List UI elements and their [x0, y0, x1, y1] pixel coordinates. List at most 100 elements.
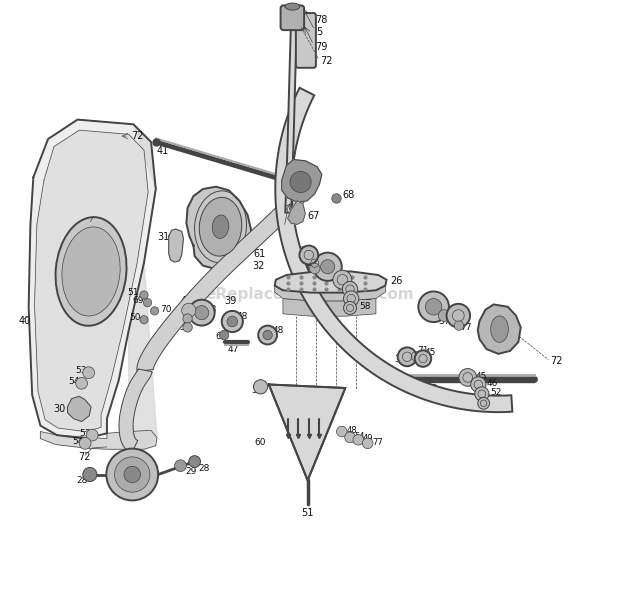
Text: 35: 35 — [251, 386, 263, 395]
Circle shape — [140, 291, 148, 299]
Text: 77: 77 — [461, 323, 472, 332]
Text: 72: 72 — [306, 172, 319, 182]
Text: 66: 66 — [306, 262, 317, 271]
Polygon shape — [35, 130, 148, 431]
Circle shape — [76, 378, 87, 389]
Text: 54: 54 — [69, 377, 80, 386]
Text: 49: 49 — [363, 434, 373, 443]
Polygon shape — [275, 286, 386, 301]
Text: 71: 71 — [301, 258, 312, 268]
Text: 61: 61 — [253, 249, 265, 259]
Text: 48: 48 — [272, 326, 284, 335]
Text: 52: 52 — [490, 388, 502, 397]
Polygon shape — [68, 396, 91, 421]
Circle shape — [258, 326, 277, 345]
Text: 53: 53 — [79, 429, 91, 438]
Text: 29: 29 — [185, 467, 197, 476]
Text: 41: 41 — [157, 146, 169, 156]
Text: 51: 51 — [301, 508, 314, 518]
Ellipse shape — [490, 316, 508, 342]
Text: 40: 40 — [19, 316, 31, 326]
Text: 45: 45 — [351, 274, 363, 283]
Polygon shape — [288, 201, 305, 224]
Text: 58: 58 — [492, 398, 503, 407]
Ellipse shape — [199, 197, 242, 256]
Circle shape — [475, 387, 489, 401]
Text: 5: 5 — [316, 28, 322, 38]
Text: 58: 58 — [359, 302, 370, 312]
Polygon shape — [129, 124, 157, 449]
Text: 52: 52 — [360, 293, 371, 302]
Text: 54: 54 — [355, 432, 365, 441]
Circle shape — [124, 466, 141, 483]
Polygon shape — [29, 120, 156, 438]
Text: 34: 34 — [394, 355, 405, 364]
Text: 28: 28 — [76, 476, 87, 485]
Text: 48: 48 — [347, 426, 357, 435]
Circle shape — [454, 321, 464, 330]
Circle shape — [353, 434, 363, 445]
Circle shape — [222, 311, 243, 332]
Text: 45: 45 — [296, 247, 308, 255]
Text: 32: 32 — [252, 261, 265, 271]
Circle shape — [342, 281, 358, 297]
Text: 71: 71 — [417, 346, 428, 355]
Circle shape — [425, 299, 442, 315]
Circle shape — [107, 448, 158, 500]
Text: 77: 77 — [179, 314, 191, 323]
Ellipse shape — [212, 215, 229, 238]
Circle shape — [86, 429, 98, 441]
Text: 27: 27 — [128, 471, 139, 480]
Text: 26: 26 — [390, 276, 402, 286]
Text: 54: 54 — [72, 437, 84, 446]
Text: 47: 47 — [228, 345, 239, 353]
Text: 50: 50 — [130, 313, 141, 323]
Text: 70: 70 — [161, 304, 172, 314]
Circle shape — [362, 438, 373, 448]
Circle shape — [333, 270, 352, 289]
Circle shape — [446, 304, 470, 327]
Polygon shape — [169, 229, 184, 262]
Circle shape — [219, 330, 229, 340]
Text: 68: 68 — [342, 190, 355, 200]
Text: 31: 31 — [157, 232, 169, 242]
Circle shape — [321, 260, 335, 274]
Polygon shape — [285, 15, 297, 212]
Circle shape — [188, 300, 215, 326]
Circle shape — [418, 291, 449, 322]
Polygon shape — [40, 430, 157, 449]
Text: 51: 51 — [128, 287, 139, 297]
Circle shape — [151, 307, 159, 315]
Circle shape — [438, 310, 450, 322]
Text: 38: 38 — [425, 384, 438, 394]
Text: 78: 78 — [315, 15, 327, 25]
Circle shape — [345, 432, 355, 442]
Text: 81: 81 — [490, 327, 502, 337]
Circle shape — [195, 306, 209, 320]
Text: 48: 48 — [205, 305, 216, 314]
Circle shape — [478, 398, 490, 409]
Text: 44: 44 — [446, 315, 457, 324]
Text: 53: 53 — [76, 366, 87, 375]
Text: 72: 72 — [321, 55, 333, 65]
Circle shape — [263, 330, 272, 340]
Circle shape — [83, 367, 95, 379]
Polygon shape — [478, 304, 521, 354]
Polygon shape — [275, 271, 386, 293]
Text: 49: 49 — [180, 296, 192, 306]
FancyBboxPatch shape — [296, 13, 316, 68]
Circle shape — [254, 380, 268, 394]
Text: 28: 28 — [198, 464, 210, 473]
Text: 46: 46 — [487, 379, 498, 388]
Ellipse shape — [285, 3, 299, 10]
Circle shape — [183, 323, 192, 332]
Circle shape — [143, 299, 152, 307]
Circle shape — [183, 314, 192, 323]
Text: 80: 80 — [288, 166, 299, 176]
Circle shape — [337, 426, 347, 437]
Text: 66: 66 — [216, 332, 228, 340]
Text: 36: 36 — [272, 214, 284, 224]
Text: 36: 36 — [278, 221, 290, 231]
Text: 37: 37 — [438, 316, 451, 326]
Circle shape — [182, 303, 196, 317]
